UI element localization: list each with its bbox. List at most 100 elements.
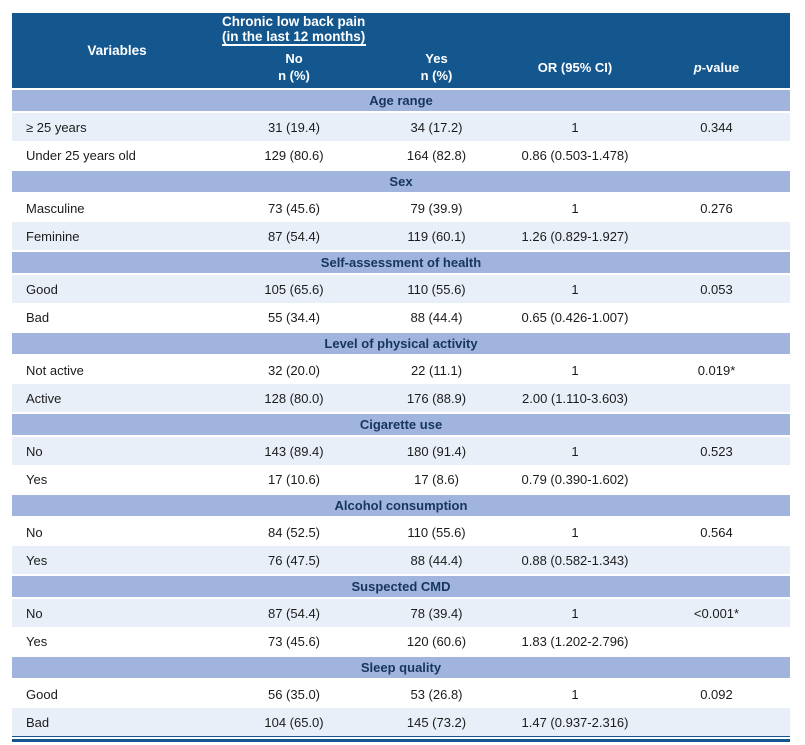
row-label: No bbox=[26, 524, 43, 540]
cell-or: 1.26 (0.829-1.927) bbox=[521, 228, 629, 244]
cell-yes: 88 (44.4) bbox=[410, 552, 463, 568]
cell-or: 0.86 (0.503-1.478) bbox=[521, 147, 629, 163]
table-row: No 84 (52.5) 110 (55.6) 1 0.564 bbox=[12, 518, 790, 546]
cell-pvalue: 0.523 bbox=[700, 443, 733, 459]
table-row: Good 56 (35.0) 53 (26.8) 1 0.092 bbox=[12, 680, 790, 708]
table-row: Yes 76 (47.5) 88 (44.4) 0.88 (0.582-1.34… bbox=[12, 546, 790, 574]
row-label: Bad bbox=[26, 714, 50, 730]
section-header-age-range: Age range bbox=[12, 88, 790, 113]
section-header-sex: Sex bbox=[12, 169, 790, 194]
cell-no: 84 (52.5) bbox=[267, 524, 321, 540]
cell-pvalue: 0.344 bbox=[700, 119, 733, 135]
table-row: ≥ 25 years 31 (19.4) 34 (17.2) 1 0.344 bbox=[12, 113, 790, 141]
column-header-no-line2: n (%) bbox=[278, 68, 310, 83]
table-row: Not active 32 (20.0) 22 (11.1) 1 0.019* bbox=[12, 356, 790, 384]
cell-yes: 17 (8.6) bbox=[414, 471, 459, 487]
cell-or: 0.65 (0.426-1.007) bbox=[521, 309, 629, 325]
cell-or: 1 bbox=[571, 281, 579, 297]
cell-no: 17 (10.6) bbox=[267, 471, 321, 487]
cell-pvalue: 0.276 bbox=[700, 200, 733, 216]
cell-yes: 119 (60.1) bbox=[407, 228, 466, 244]
cell-pvalue bbox=[643, 222, 790, 250]
cell-no: 128 (80.0) bbox=[264, 390, 324, 406]
table-row: Bad 104 (65.0) 145 (73.2) 1.47 (0.937-2.… bbox=[12, 708, 790, 736]
cell-yes: 88 (44.4) bbox=[410, 309, 463, 325]
cell-pvalue: 0.019* bbox=[697, 362, 736, 378]
cell-or: 0.88 (0.582-1.343) bbox=[521, 552, 629, 568]
cell-pvalue: 0.053 bbox=[700, 281, 733, 297]
cell-yes: 180 (91.4) bbox=[406, 443, 467, 459]
section-header-sleep-quality: Sleep quality bbox=[12, 655, 790, 680]
cell-no: 32 (20.0) bbox=[267, 362, 321, 378]
table-bottom-border bbox=[12, 736, 790, 742]
cell-yes: 145 (73.2) bbox=[406, 714, 467, 730]
cell-no: 87 (54.4) bbox=[267, 605, 321, 621]
row-label: Not active bbox=[26, 362, 84, 378]
row-label: Under 25 years old bbox=[26, 147, 136, 163]
cell-no: 87 (54.4) bbox=[267, 228, 321, 244]
cell-no: 31 (19.4) bbox=[267, 119, 321, 135]
column-header-yes-line2: n (%) bbox=[420, 68, 453, 83]
table-row: Under 25 years old 129 (80.6) 164 (82.8)… bbox=[12, 141, 790, 169]
cell-or: 1 bbox=[571, 119, 579, 135]
cell-or: 1 bbox=[571, 524, 579, 540]
row-label: ≥ 25 years bbox=[26, 119, 87, 135]
cell-pvalue: 0.564 bbox=[700, 524, 733, 540]
table-row: Yes 17 (10.6) 17 (8.6) 0.79 (0.390-1.602… bbox=[12, 465, 790, 493]
cell-or: 1 bbox=[571, 362, 579, 378]
table-row: No 87 (54.4) 78 (39.4) 1 <0.001* bbox=[12, 599, 790, 627]
cell-pvalue bbox=[643, 708, 790, 736]
cell-yes: 110 (55.6) bbox=[407, 281, 466, 297]
cell-yes: 110 (55.6) bbox=[407, 524, 466, 540]
cell-pvalue bbox=[643, 546, 790, 574]
row-label: Feminine bbox=[26, 228, 80, 244]
cell-or: 1.47 (0.937-2.316) bbox=[521, 714, 629, 730]
cell-pvalue bbox=[643, 141, 790, 169]
cell-no: 105 (65.6) bbox=[264, 281, 324, 297]
cell-or: 0.79 (0.390-1.602) bbox=[521, 471, 629, 487]
column-header-pvalue-p: p bbox=[693, 59, 702, 75]
row-label: Bad bbox=[26, 309, 50, 325]
stats-table: Variables Chronic low back pain (in the … bbox=[12, 13, 790, 742]
cell-yes: 34 (17.2) bbox=[410, 119, 463, 135]
column-header-pvalue-rest: -value bbox=[701, 59, 740, 75]
cell-pvalue bbox=[643, 465, 790, 493]
cell-pvalue bbox=[643, 303, 790, 331]
table-header: Variables Chronic low back pain (in the … bbox=[12, 13, 790, 88]
column-header-or: OR (95% CI) bbox=[537, 59, 613, 75]
column-header-no: No n (%) bbox=[222, 46, 366, 88]
cell-yes: 22 (11.1) bbox=[410, 362, 463, 378]
column-header-yes-line1: Yes bbox=[425, 51, 448, 66]
cell-no: 73 (45.6) bbox=[267, 633, 321, 649]
column-header-no-line1: No bbox=[285, 51, 303, 66]
row-label: Yes bbox=[26, 552, 48, 568]
column-header-pvalue: p -value bbox=[643, 46, 790, 88]
cell-no: 56 (35.0) bbox=[267, 686, 321, 702]
cell-pvalue: <0.001* bbox=[693, 605, 740, 621]
cell-or: 1 bbox=[571, 443, 579, 459]
row-label: Yes bbox=[26, 633, 48, 649]
table-row: Yes 73 (45.6) 120 (60.6) 1.83 (1.202-2.7… bbox=[12, 627, 790, 655]
cell-no: 73 (45.6) bbox=[267, 200, 321, 216]
section-header-suspected-cmd: Suspected CMD bbox=[12, 574, 790, 599]
cell-or: 2.00 (1.110-3.603) bbox=[522, 390, 628, 406]
cell-yes: 164 (82.8) bbox=[406, 147, 467, 163]
row-label: Active bbox=[26, 390, 62, 406]
section-header-alcohol-consumption: Alcohol consumption bbox=[12, 493, 790, 518]
cell-pvalue bbox=[643, 384, 790, 412]
cell-yes: 176 (88.9) bbox=[406, 390, 467, 406]
column-header-variables: Variables bbox=[87, 43, 147, 58]
row-label: No bbox=[26, 443, 43, 459]
table-row: No 143 (89.4) 180 (91.4) 1 0.523 bbox=[12, 437, 790, 465]
table-row: Feminine 87 (54.4) 119 (60.1) 1.26 (0.82… bbox=[12, 222, 790, 250]
cell-yes: 53 (26.8) bbox=[410, 686, 463, 702]
column-header-yes: Yes n (%) bbox=[366, 46, 507, 88]
row-label: Good bbox=[26, 281, 58, 297]
table-row: Masculine 73 (45.6) 79 (39.9) 1 0.276 bbox=[12, 194, 790, 222]
cell-no: 104 (65.0) bbox=[264, 714, 324, 730]
cell-no: 55 (34.4) bbox=[267, 309, 321, 325]
cell-no: 143 (89.4) bbox=[264, 443, 324, 459]
row-label: Masculine bbox=[26, 200, 85, 216]
row-label: Good bbox=[26, 686, 58, 702]
cell-yes: 120 (60.6) bbox=[406, 633, 467, 649]
